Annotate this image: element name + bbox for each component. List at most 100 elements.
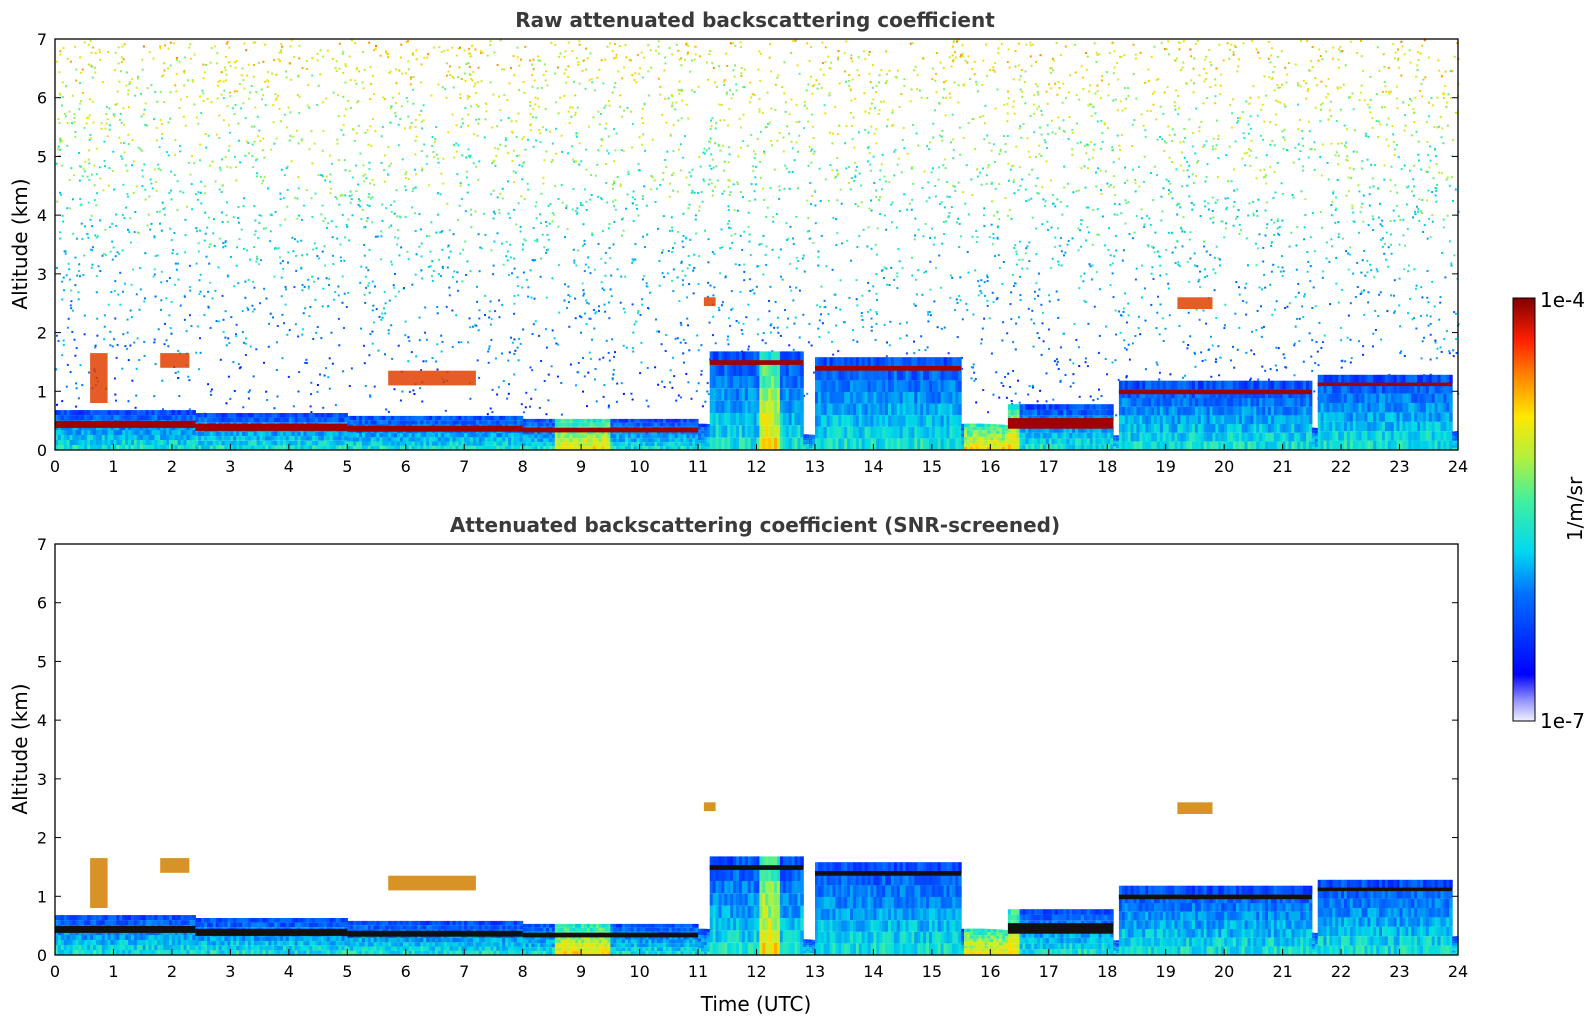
y-tick-label: 7 (37, 535, 47, 554)
x-tick-label: 8 (518, 962, 528, 981)
x-tick-label: 5 (342, 457, 352, 476)
x-tick-label: 10 (629, 962, 649, 981)
panel-raw-layer (709, 360, 804, 365)
panel-raw-layer (55, 420, 196, 428)
x-tick-label: 2 (167, 457, 177, 476)
y-tick-label: 4 (37, 711, 47, 730)
colorbar-unit-label: 1/m/sr (1563, 476, 1587, 541)
panel-screened-y-axis-label: Altitude (km) (8, 683, 32, 814)
x-tick-label: 2 (167, 962, 177, 981)
panel-screened-cloud (1177, 802, 1213, 814)
panel-screened-x-axis: 0 1 2 3 4 5 6 7 8 9 10 11 12 13 14 15 16 17 18 19 20 21 22 23 24 (50, 949, 1468, 981)
panel-screened-layer (1317, 887, 1453, 892)
x-tick-label: 19 (1156, 962, 1176, 981)
panel-screened-plot-area (54, 543, 1459, 956)
y-tick-label: 6 (37, 89, 47, 108)
x-tick-label: 17 (1039, 457, 1059, 476)
panel-raw-title: Raw attenuated backscattering coefficien… (515, 8, 995, 32)
x-tick-label: 11 (688, 457, 708, 476)
panel-screened-cloud (160, 858, 190, 873)
panel-screened-layer (347, 930, 523, 937)
x-tick-label: 22 (1331, 962, 1351, 981)
panel-screened-y-axis: 0 1 2 3 4 5 6 7 (37, 535, 1458, 965)
x-tick-label: 1 (108, 962, 118, 981)
panel-raw-cloud (1177, 297, 1213, 309)
panel-screened-x-axis-label: Time (UTC) (700, 992, 812, 1016)
x-tick-label: 17 (1039, 962, 1059, 981)
panel-raw-cloud (160, 353, 190, 368)
panel-raw-layer (815, 366, 962, 371)
x-tick-label: 14 (863, 457, 883, 476)
y-tick-label: 0 (37, 946, 47, 965)
x-tick-label: 13 (805, 457, 825, 476)
x-tick-label: 13 (805, 962, 825, 981)
y-tick-label: 5 (37, 147, 47, 166)
y-tick-label: 2 (37, 324, 47, 343)
y-tick-label: 0 (37, 441, 47, 460)
x-tick-label: 15 (922, 457, 942, 476)
y-tick-label: 2 (37, 829, 47, 848)
panel-raw-layer (1317, 382, 1453, 387)
panel-screened-backscatter-field (55, 802, 1459, 955)
x-tick-label: 24 (1448, 962, 1468, 981)
x-tick-label: 10 (629, 457, 649, 476)
panel-screened-title: Attenuated backscattering coefficient (S… (450, 513, 1060, 537)
panel-raw-cloud (388, 370, 476, 386)
panel-raw: Raw attenuated backscattering coefficien… (8, 8, 1468, 476)
y-tick-label: 1 (37, 382, 47, 401)
panel-raw-cloud (90, 353, 108, 403)
panel-screened-layer (195, 928, 348, 936)
y-tick-label: 6 (37, 594, 47, 613)
panel-raw-noise (55, 39, 1460, 417)
y-tick-label: 7 (37, 30, 47, 49)
panel-screened: Attenuated backscattering coefficient (S… (8, 513, 1468, 1016)
x-tick-label: 20 (1214, 457, 1234, 476)
x-tick-label: 7 (459, 457, 469, 476)
y-tick-label: 3 (37, 265, 47, 284)
panel-screened-cloud (90, 858, 108, 908)
panel-raw-x-axis: 0 1 2 3 4 5 6 7 8 9 10 11 12 13 14 15 16 17 18 19 20 21 22 23 24 (50, 444, 1468, 476)
x-tick-label: 6 (401, 962, 411, 981)
x-tick-label: 4 (284, 962, 294, 981)
panel-screened-layer (1007, 923, 1114, 934)
panel-screened-layer (522, 932, 699, 938)
x-tick-label: 23 (1389, 962, 1409, 981)
x-tick-label: 11 (688, 962, 708, 981)
panel-screened-layer (815, 871, 962, 876)
panel-raw-cloud (703, 297, 716, 307)
colorbar-min-label: 1e-7 (1540, 709, 1585, 733)
x-tick-label: 16 (980, 962, 1000, 981)
panel-raw-layer (1007, 418, 1114, 429)
x-tick-label: 23 (1389, 457, 1409, 476)
panel-raw-y-axis: 0 1 2 3 4 5 6 7 (37, 30, 1458, 460)
colorbar-gradient (1512, 297, 1536, 722)
x-tick-label: 8 (518, 457, 528, 476)
y-tick-label: 1 (37, 887, 47, 906)
panel-screened-aerosol-field (55, 856, 1459, 955)
x-tick-label: 3 (225, 457, 235, 476)
x-tick-label: 12 (746, 962, 766, 981)
panel-raw-layer (522, 427, 699, 433)
panel-screened-layer (55, 925, 196, 933)
panel-raw-plot-area (54, 38, 1460, 451)
x-tick-label: 0 (50, 457, 60, 476)
colorbar-max-label: 1e-4 (1540, 288, 1585, 312)
colorbar: 1e-4 1e-7 1/m/sr (1512, 288, 1587, 733)
x-tick-label: 9 (576, 457, 586, 476)
x-tick-label: 3 (225, 962, 235, 981)
x-tick-label: 21 (1272, 457, 1292, 476)
x-tick-label: 15 (922, 962, 942, 981)
x-tick-label: 18 (1097, 457, 1117, 476)
x-tick-label: 20 (1214, 962, 1234, 981)
x-tick-label: 4 (284, 457, 294, 476)
x-tick-label: 12 (746, 457, 766, 476)
x-tick-label: 18 (1097, 962, 1117, 981)
x-tick-label: 1 (108, 457, 118, 476)
x-tick-label: 5 (342, 962, 352, 981)
x-tick-label: 6 (401, 457, 411, 476)
y-tick-label: 4 (37, 206, 47, 225)
panel-raw-y-axis-label: Altitude (km) (8, 178, 32, 309)
y-tick-label: 5 (37, 652, 47, 671)
x-tick-label: 24 (1448, 457, 1468, 476)
x-tick-label: 16 (980, 457, 1000, 476)
